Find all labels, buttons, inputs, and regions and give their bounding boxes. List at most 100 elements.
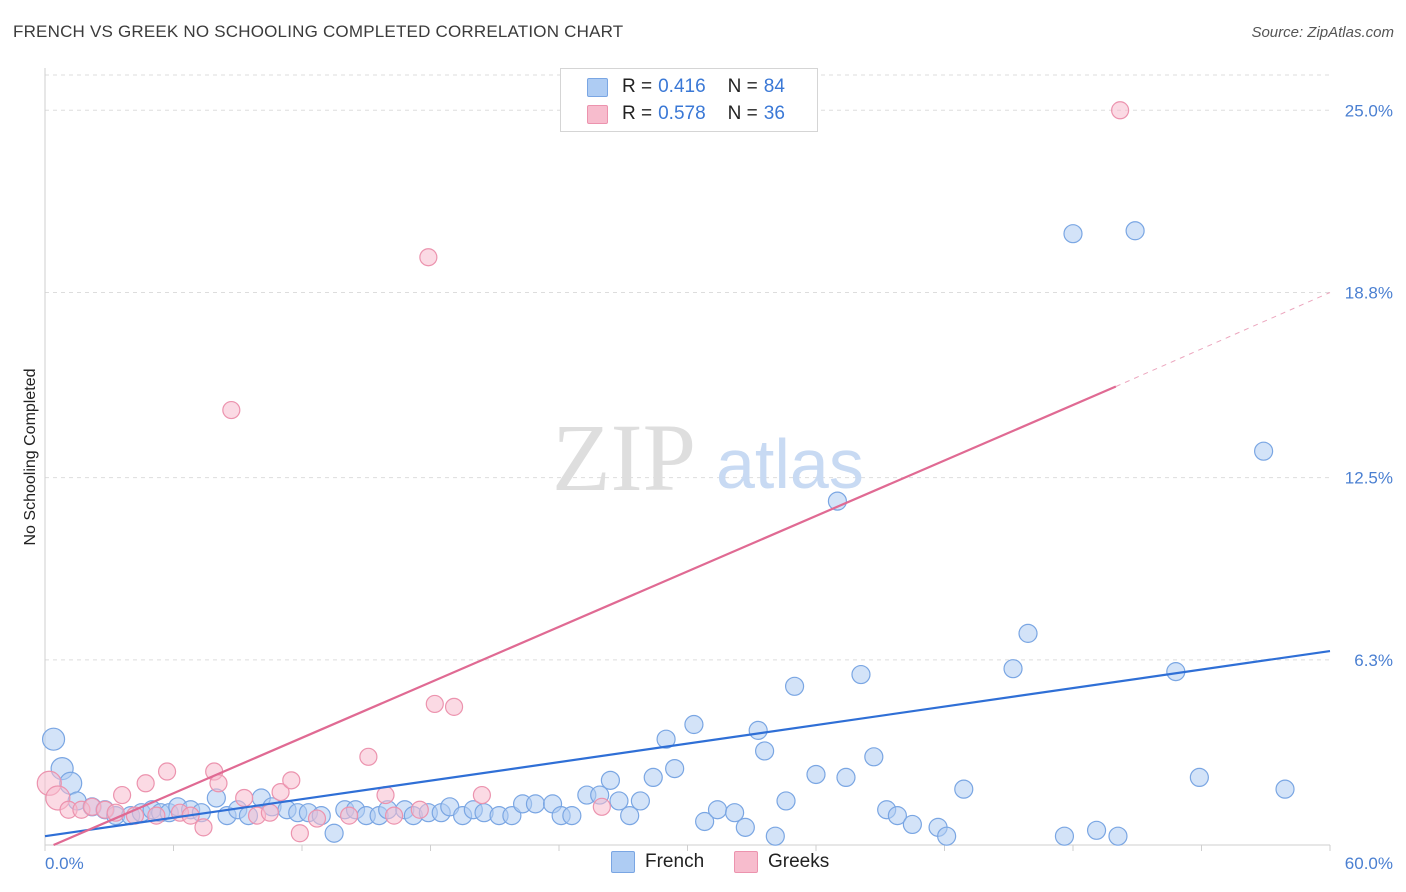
french-point-86 xyxy=(1275,779,1295,799)
french-point-77 xyxy=(1018,623,1038,643)
french-n-value: 84 xyxy=(763,76,785,97)
french-point-56 xyxy=(695,811,715,832)
french-point-78 xyxy=(1054,826,1075,846)
greek-point-22 xyxy=(282,771,301,790)
greek-points xyxy=(36,101,1130,843)
french-point-49 xyxy=(609,791,629,811)
greek-point-18 xyxy=(235,788,254,808)
greek-trend-line xyxy=(53,385,1117,847)
french-point-57 xyxy=(707,800,728,820)
french-trend-line xyxy=(44,649,1331,838)
french-point-65 xyxy=(806,764,826,785)
greek-point-21 xyxy=(271,782,290,802)
series-legend: French Greeks xyxy=(0,851,1406,877)
french-legend-swatch xyxy=(611,851,635,873)
greek-point-35 xyxy=(1111,101,1130,120)
french-point-61 xyxy=(754,741,775,761)
greeks-r-label: R = xyxy=(622,103,653,124)
french-r-value: 0.416 xyxy=(658,76,706,97)
greek-point-29 xyxy=(410,800,429,819)
greek-point-32 xyxy=(444,697,464,716)
french-point-60 xyxy=(748,720,768,740)
french-point-25 xyxy=(324,823,344,843)
greek-point-24 xyxy=(307,809,327,828)
y-tick-label-1: 12.5% xyxy=(1345,469,1393,488)
french-point-76 xyxy=(1003,659,1023,679)
french-point-50 xyxy=(620,806,640,826)
source-credit: Source: ZipAtlas.com xyxy=(1251,24,1394,41)
greek-point-34 xyxy=(592,797,611,816)
greeks-legend-swatch xyxy=(734,851,758,873)
french-point-55 xyxy=(684,714,704,735)
greek-point-33 xyxy=(472,785,491,805)
french-point-74 xyxy=(937,826,957,846)
greeks-swatch xyxy=(587,104,608,124)
greek-point-31 xyxy=(425,694,444,714)
greek-point-17 xyxy=(222,400,241,420)
greek-point-30 xyxy=(419,248,438,267)
french-point-85 xyxy=(1189,767,1209,788)
legend-item-french[interactable]: French xyxy=(611,851,704,873)
french-point-62 xyxy=(765,826,785,846)
greek-point-27 xyxy=(376,785,395,805)
greek-point-26 xyxy=(359,747,378,766)
french-point-79 xyxy=(1063,224,1083,244)
greeks-n-value: 36 xyxy=(763,103,785,124)
y-tick-label-2: 18.8% xyxy=(1345,283,1393,302)
watermark-atlas: atlas xyxy=(716,425,864,503)
trend-lines xyxy=(44,292,1331,847)
french-point-69 xyxy=(864,747,884,767)
chart-title: FRENCH VS GREEK NO SCHOOLING COMPLETED C… xyxy=(13,22,624,41)
greek-point-23 xyxy=(290,824,309,843)
watermark: ZIP atlas xyxy=(552,404,864,511)
legend-item-greeks[interactable]: Greeks xyxy=(734,851,829,873)
french-point-68 xyxy=(851,664,871,685)
french-point-45 xyxy=(562,806,582,826)
french-point-81 xyxy=(1108,826,1128,846)
greeks-r-value: 0.578 xyxy=(658,103,706,124)
tick-labels: 6.3% 12.5% 18.8% 25.0% 0.0% 60.0% xyxy=(45,101,1393,873)
greek-trend-extension xyxy=(1115,292,1331,387)
y-tick-label-0: 6.3% xyxy=(1354,651,1393,670)
french-point-80 xyxy=(1086,820,1107,840)
french-swatch xyxy=(587,77,608,97)
french-n-label: N = xyxy=(727,76,758,97)
stats-legend: R = 0.416 N = 84 R = 0.578 N = 36 xyxy=(560,68,818,132)
french-point-64 xyxy=(784,676,805,696)
french-point-71 xyxy=(887,806,907,826)
french-r-label: R = xyxy=(622,76,653,97)
legend-row-greeks: R = 0.578 N = 36 xyxy=(587,102,785,126)
x-tick-label-0: 0.0% xyxy=(45,854,84,873)
french-point-52 xyxy=(643,767,663,788)
y-axis-label: No Schooling Completed xyxy=(22,369,39,546)
greek-point-9 xyxy=(136,774,155,793)
french-point-67 xyxy=(836,767,856,788)
greek-point-28 xyxy=(384,806,404,825)
french-point-0 xyxy=(41,727,66,751)
french-point-83 xyxy=(1254,441,1274,461)
greek-point-11 xyxy=(157,762,177,781)
french-point-54 xyxy=(665,758,685,779)
french-point-48 xyxy=(600,770,621,790)
french-point-75 xyxy=(954,779,974,799)
legend-row-french: R = 0.416 N = 84 xyxy=(587,75,785,99)
watermark-zip: ZIP xyxy=(552,404,696,511)
french-legend-label: French xyxy=(645,851,705,872)
greeks-n-label: N = xyxy=(727,103,758,124)
french-point-72 xyxy=(902,814,922,835)
french-points xyxy=(41,221,1295,846)
french-point-63 xyxy=(776,791,796,811)
french-point-82 xyxy=(1125,221,1145,241)
greek-point-7 xyxy=(112,785,132,805)
greek-point-20 xyxy=(260,803,279,822)
french-point-42 xyxy=(525,794,546,814)
greeks-legend-label: Greeks xyxy=(768,851,830,872)
x-tick-label-1: 60.0% xyxy=(1345,854,1393,873)
french-point-59 xyxy=(735,817,755,837)
greek-point-25 xyxy=(340,806,359,825)
french-point-58 xyxy=(725,803,745,823)
y-tick-label-3: 25.0% xyxy=(1345,101,1393,120)
french-point-51 xyxy=(630,791,650,811)
french-point-53 xyxy=(656,729,676,749)
